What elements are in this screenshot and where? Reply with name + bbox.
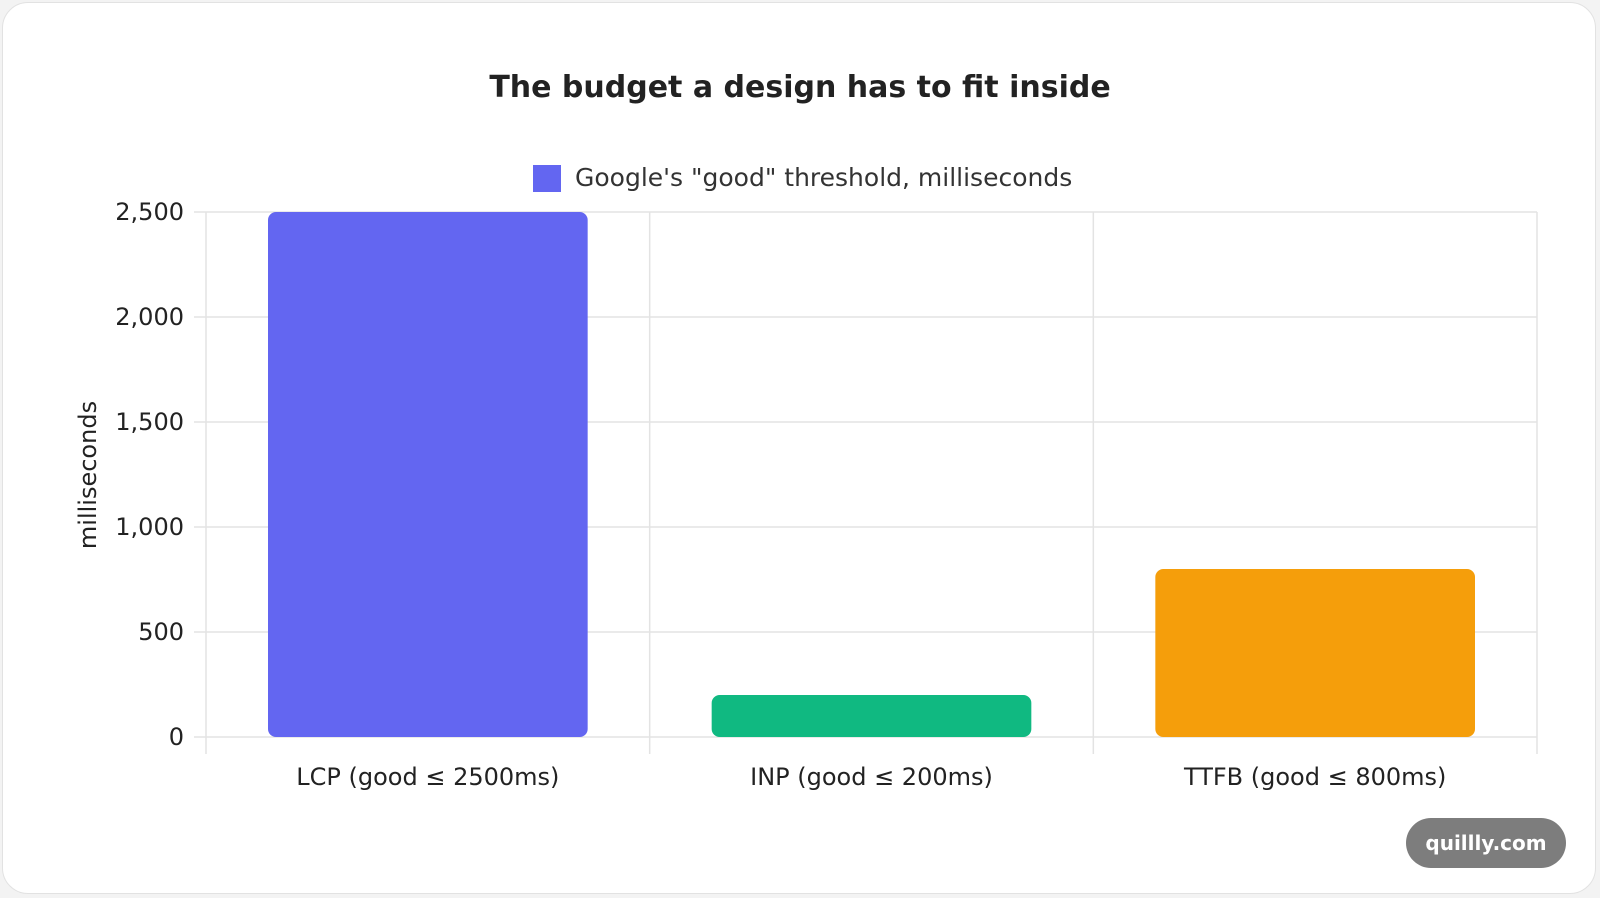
bar-0[interactable] [268,212,588,737]
watermark-badge[interactable]: quillly.com [1406,818,1566,868]
x-tick-label-1: INP (good ≤ 200ms) [750,763,993,791]
y-tick-label-2: 1,000 [115,513,184,541]
y-tick-label-5: 2,500 [115,198,184,226]
x-tick-label-0: LCP (good ≤ 2500ms) [296,763,559,791]
bar-2[interactable] [1155,569,1475,737]
y-tick-label-0: 0 [169,723,184,751]
watermark-text: quillly.com [1425,831,1547,855]
bar-1[interactable] [711,695,1032,737]
chart-title: The budget a design has to fit inside [489,70,1110,105]
x-tick-labels: LCP (good ≤ 2500ms) INP (good ≤ 200ms) TTF… [296,763,1446,791]
x-tick-label-2: TTFB (good ≤ 800ms) [1183,763,1446,791]
legend-swatch[interactable] [533,165,561,192]
legend-label[interactable]: Google's "good" threshold, milliseconds [575,163,1072,192]
y-tick-label-4: 2,000 [115,303,184,331]
y-tick-label-3: 1,500 [115,408,184,436]
y-tick-labels: 0 500 1,000 1,500 2,000 2,500 [115,198,184,751]
y-axis-label: milliseconds [74,401,102,549]
y-tick-label-1: 500 [138,618,184,646]
bars [268,212,1475,737]
